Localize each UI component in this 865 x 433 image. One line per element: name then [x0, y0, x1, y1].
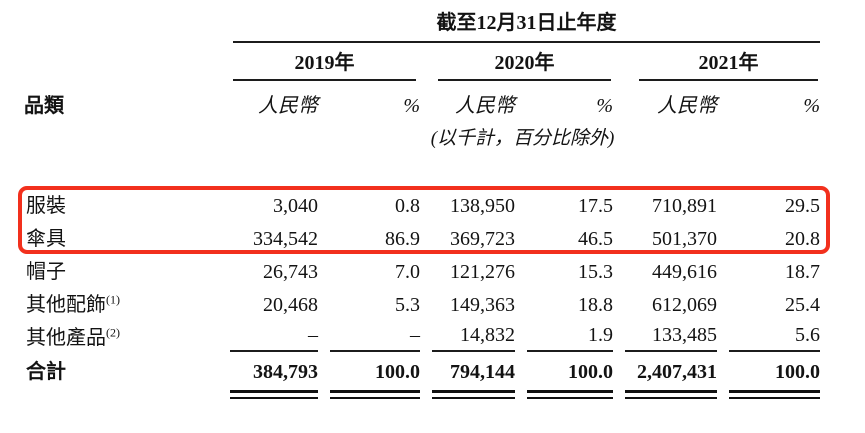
table-row-umbrellas: 傘具 334,542 86.9 369,723 46.5 501,370 20.…	[22, 222, 820, 255]
table-row-apparel: 服裝 3,040 0.8 138,950 17.5 710,891 29.5	[22, 189, 820, 222]
cell-value: 7.0	[395, 260, 420, 283]
cell-value: 25.4	[785, 293, 821, 316]
year-2020-cell: 2020年	[420, 46, 613, 87]
spacer-row	[22, 153, 820, 189]
total-value: 794,144	[450, 361, 515, 383]
spacer-cell	[22, 46, 225, 87]
cell-value: 0.8	[395, 194, 420, 217]
table-row-total: 合計 384,793 100.0 794,144 100.0 2,407,431…	[22, 354, 820, 390]
row-label: 服裝	[26, 194, 66, 217]
table-row-hats: 帽子 26,743 7.0 121,276 15.3 449,616 18.7	[22, 255, 820, 288]
cell-value: 5.3	[395, 293, 420, 316]
cell-value: 14,832	[432, 324, 515, 352]
spacer-cell	[22, 125, 225, 153]
double-rule	[527, 390, 613, 399]
spacer-cell	[22, 8, 225, 46]
revenue-breakdown-table: 截至12月31日止年度 2019年 2020年 2021年 品類 人民幣 % 人…	[22, 8, 821, 400]
row-label: 傘具	[26, 227, 66, 250]
cell-value: 149,363	[450, 293, 515, 316]
row-footnote-ref: (1)	[106, 291, 120, 306]
percent-header-2020: %	[596, 95, 613, 117]
table-row-other-accessories: 其他配飾(1) 20,468 5.3 149,363 18.8 612,069 …	[22, 288, 820, 321]
total-value: 384,793	[253, 361, 318, 383]
currency-header-2019: 人民幣	[258, 95, 318, 117]
total-double-rule-row	[22, 390, 821, 400]
cell-value: 29.5	[785, 194, 821, 217]
cell-value: 46.5	[578, 227, 613, 250]
period-header-cell: 截至12月31日止年度	[225, 8, 821, 46]
cell-value: 369,723	[450, 227, 515, 250]
period-title: 截至12月31日止年度	[233, 12, 821, 43]
row-label: 帽子	[26, 260, 66, 283]
cell-value: 18.8	[578, 293, 613, 316]
double-rule	[625, 390, 717, 399]
cell-value: 138,950	[450, 194, 515, 217]
double-rule	[230, 390, 318, 399]
cell-value: 449,616	[652, 260, 717, 283]
cell-value: 26,743	[263, 260, 318, 283]
percent-header-2021: %	[803, 95, 821, 117]
cell-value: –	[330, 324, 420, 352]
cell-value: 133,485	[625, 324, 717, 352]
percent-header-2019: %	[403, 95, 420, 117]
cell-value: 710,891	[652, 194, 717, 217]
units-note: (以千計，百分比除外)	[430, 127, 615, 149]
cell-value: 15.3	[578, 260, 613, 283]
cell-value: 20,468	[263, 293, 318, 316]
year-2019-cell: 2019年	[225, 46, 420, 87]
cell-value: 3,040	[273, 194, 318, 217]
cell-value: 20.8	[785, 227, 821, 250]
category-column-header: 品類	[24, 95, 64, 117]
cell-value: 17.5	[578, 194, 613, 217]
double-rule	[729, 390, 821, 399]
cell-value: 1.9	[527, 324, 613, 352]
double-rule	[432, 390, 515, 399]
row-label: 其他產品	[26, 326, 106, 349]
table-row-other-products: 其他產品(2) – – 14,832 1.9 133,485 5.6	[22, 321, 821, 354]
year-2021-cell: 2021年	[613, 46, 820, 87]
double-rule	[330, 390, 420, 399]
cell-value: 5.6	[729, 324, 821, 352]
total-value: 2,407,431	[637, 361, 717, 383]
cell-value: 612,069	[652, 293, 717, 316]
row-footnote-ref: (2)	[106, 324, 120, 339]
cell-value: 18.7	[785, 260, 821, 283]
currency-header-2021: 人民幣	[657, 95, 717, 117]
cell-value: 501,370	[652, 227, 717, 250]
year-2019-label: 2019年	[233, 52, 416, 81]
total-label: 合計	[26, 361, 66, 383]
currency-header-2020: 人民幣	[455, 95, 515, 117]
year-2020-label: 2020年	[438, 52, 611, 81]
cell-value: 86.9	[385, 227, 420, 250]
total-value: 100.0	[775, 361, 821, 383]
cell-value: –	[230, 324, 318, 352]
total-value: 100.0	[375, 361, 420, 383]
total-value: 100.0	[568, 361, 613, 383]
year-2021-label: 2021年	[639, 52, 819, 81]
cell-value: 121,276	[450, 260, 515, 283]
cell-value: 334,542	[253, 227, 318, 250]
row-label: 其他配飾	[26, 293, 106, 316]
